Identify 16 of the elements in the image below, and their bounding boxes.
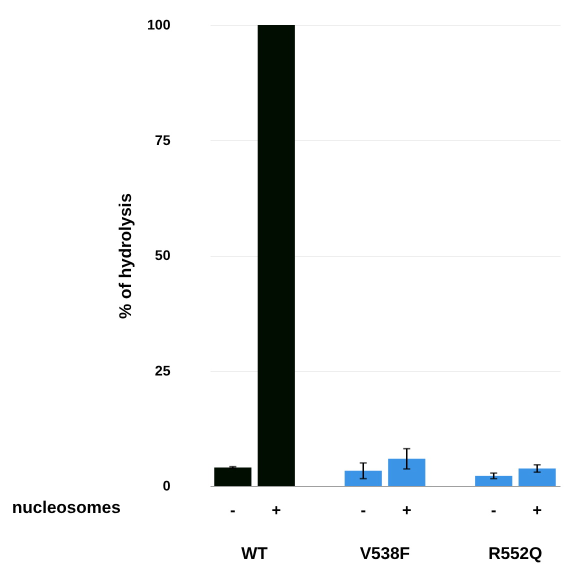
- x-tick-label: -: [360, 502, 366, 520]
- text: R552Q: [488, 544, 542, 563]
- x-tick-label: +: [402, 502, 412, 520]
- x-tick-label: +: [272, 502, 281, 520]
- text: WT: [241, 544, 268, 563]
- x-tick-label: -: [491, 502, 496, 520]
- x-tick-label: +: [532, 502, 542, 520]
- y-tick-label: 75: [154, 132, 171, 148]
- y-axis-title: % of hydrolysis: [116, 193, 136, 319]
- y-tick-label: 100: [147, 16, 171, 32]
- text: nucleosomes: [12, 498, 121, 517]
- y-tick-label: 25: [154, 362, 171, 378]
- y-tick-label: 0: [162, 478, 171, 494]
- y-tick-label: 50: [154, 247, 171, 263]
- x-tick-label: -: [230, 502, 236, 520]
- text: V538F: [360, 544, 410, 563]
